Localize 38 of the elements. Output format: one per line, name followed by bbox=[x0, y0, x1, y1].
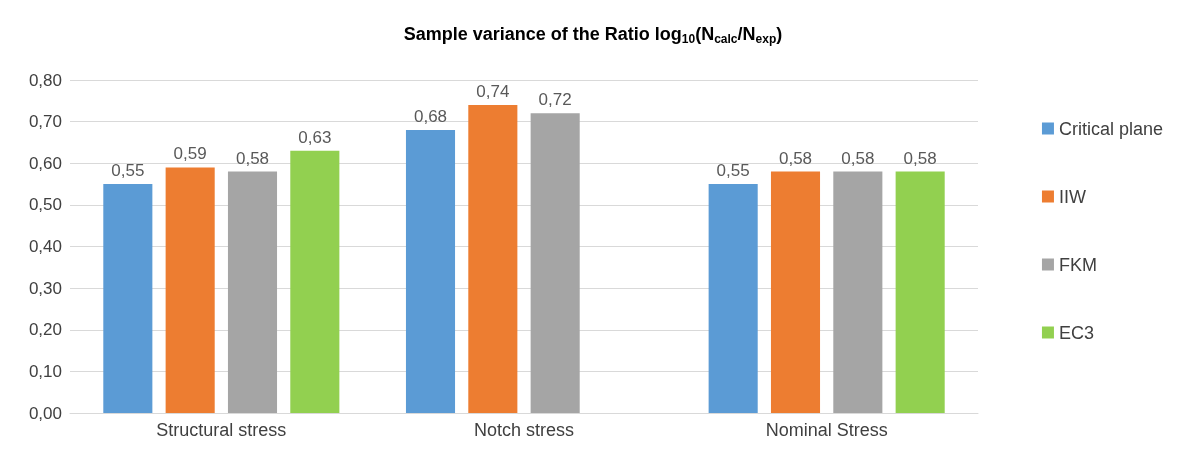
bar bbox=[530, 113, 580, 413]
y-tick-label: 0,70 bbox=[28, 112, 62, 132]
legend-label: Critical plane bbox=[1058, 118, 1163, 139]
data-label: 0,58 bbox=[235, 148, 270, 168]
bar bbox=[833, 171, 883, 413]
y-tick-label: 0,80 bbox=[28, 70, 62, 90]
bar bbox=[165, 167, 215, 413]
y-tick-label: 0,50 bbox=[28, 195, 62, 215]
bar bbox=[103, 184, 153, 413]
bar bbox=[405, 129, 456, 413]
bar bbox=[770, 171, 821, 413]
data-label: 0,63 bbox=[298, 127, 332, 147]
data-label: 0,74 bbox=[476, 81, 510, 101]
data-label: 0,58 bbox=[778, 148, 813, 168]
y-tick-label: 0,20 bbox=[28, 320, 62, 340]
y-tick-label: 0,10 bbox=[28, 361, 62, 381]
data-label: 0,55 bbox=[716, 161, 750, 181]
x-tick-label: Notch stress bbox=[473, 420, 575, 440]
x-tick-label: Structural stress bbox=[156, 420, 287, 440]
y-tick-label: 0,30 bbox=[28, 278, 62, 298]
x-tick-label: Nominal Stress bbox=[765, 420, 888, 440]
bar bbox=[708, 184, 758, 413]
bar bbox=[468, 104, 518, 413]
y-tick-label: 0,40 bbox=[28, 237, 62, 256]
data-label: 0,58 bbox=[841, 148, 875, 168]
data-label: 0,55 bbox=[111, 161, 145, 181]
data-label: 0,68 bbox=[413, 106, 448, 126]
legend-label: FKM bbox=[1058, 254, 1097, 275]
legend-label: EC3 bbox=[1058, 322, 1094, 343]
bar bbox=[227, 171, 278, 413]
data-label: 0,72 bbox=[538, 90, 572, 110]
y-tick-label: 0,60 bbox=[28, 153, 62, 173]
bar bbox=[895, 171, 945, 413]
y-tick-label: 0,00 bbox=[28, 403, 62, 423]
data-label: 0,59 bbox=[173, 144, 207, 164]
bar bbox=[290, 150, 340, 413]
data-label: 0,58 bbox=[903, 148, 937, 168]
legend-label: IIW bbox=[1058, 186, 1086, 207]
